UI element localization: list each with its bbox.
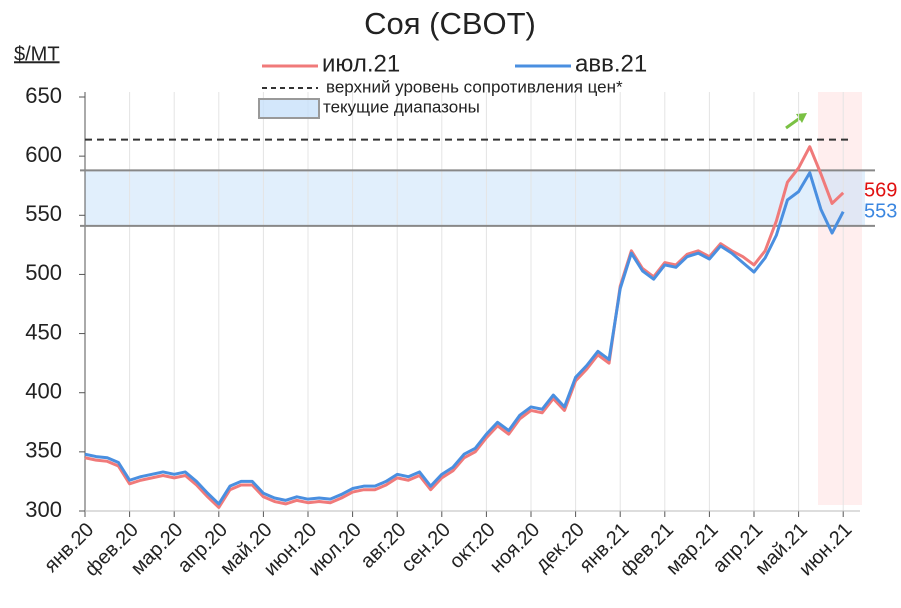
legend-label: текущие диапазоны xyxy=(323,97,480,116)
y-tick-label: 450 xyxy=(25,319,62,344)
end-label: 553 xyxy=(864,200,897,222)
legend-swatch xyxy=(258,98,320,119)
highlight-region xyxy=(818,92,862,505)
y-tick-label: 550 xyxy=(25,201,62,226)
end-label: 569 xyxy=(864,179,897,201)
chart-title: Соя (CBOT) xyxy=(364,6,536,41)
arrow xyxy=(785,116,801,130)
range-band xyxy=(85,170,865,226)
x-tick-label: ноя.20 xyxy=(486,519,545,578)
y-tick-label: 650 xyxy=(25,83,62,108)
legend-label: июл.21 xyxy=(322,50,400,77)
legend-label: верхний уровень сопротивления цен* xyxy=(326,77,623,96)
legend-label: авв.21 xyxy=(575,50,647,77)
series-line xyxy=(84,145,845,509)
y-tick-label: 300 xyxy=(25,497,62,522)
y-tick-label: 350 xyxy=(25,438,62,463)
x-tick-label: сен.20 xyxy=(397,519,455,577)
y-tick-label: 600 xyxy=(25,142,62,167)
y-axis-label: $/MT xyxy=(14,43,60,65)
y-tick-label: 500 xyxy=(25,260,62,285)
y-tick-label: 400 xyxy=(25,379,62,404)
series-line xyxy=(84,171,845,506)
